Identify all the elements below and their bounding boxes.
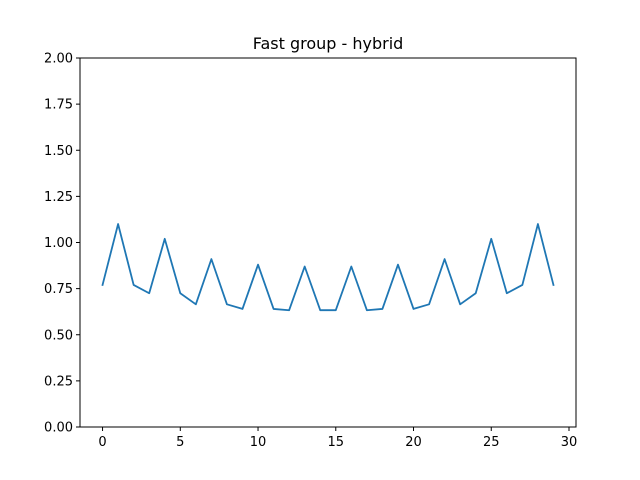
series-layer — [101, 223, 555, 312]
x-tick-label: 10 — [250, 435, 267, 450]
y-tick-label: 1.50 — [44, 144, 73, 159]
y-tick-label: 0.50 — [44, 328, 73, 343]
x-tick-label: 25 — [483, 435, 500, 450]
plot-area — [80, 58, 576, 427]
y-tick-label: 1.00 — [44, 236, 73, 251]
plot-frame — [79, 57, 577, 428]
x-tick-label: 30 — [561, 435, 578, 450]
y-tick-label: 2.00 — [44, 52, 73, 67]
x-tick-label: 5 — [176, 435, 184, 450]
ticks-layer: 0 5 10 15 20 25 30 0.00 0.25 0.50 0.75 1.00 1.25 1.50… — [44, 52, 577, 451]
y-tick-label: 0.75 — [44, 282, 73, 297]
x-tick-label: 15 — [328, 435, 345, 450]
y-tick-label: 0.00 — [44, 421, 73, 436]
y-tick-label: 0.25 — [44, 374, 73, 389]
y-tick-label: 1.25 — [44, 190, 73, 205]
x-tick-label: 20 — [405, 435, 422, 450]
y-tick-label: 1.75 — [44, 98, 73, 113]
x-tick-label: 0 — [98, 435, 106, 450]
series-line-0 — [101, 223, 555, 312]
chart-title: Fast group - hybrid — [253, 34, 404, 53]
